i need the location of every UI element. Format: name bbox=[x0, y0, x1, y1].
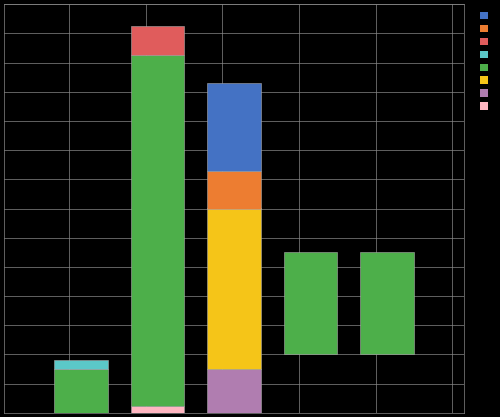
Bar bbox=[207, 208, 261, 369]
Legend: , , , , , , , : , , , , , , , bbox=[478, 9, 498, 113]
Bar bbox=[130, 26, 184, 55]
Bar bbox=[207, 83, 261, 171]
Bar bbox=[207, 369, 261, 413]
Bar bbox=[54, 360, 108, 369]
Bar bbox=[284, 252, 338, 354]
Bar bbox=[207, 171, 261, 208]
Bar bbox=[130, 406, 184, 413]
Bar bbox=[360, 252, 414, 354]
Bar bbox=[54, 369, 108, 413]
Bar bbox=[130, 55, 184, 406]
